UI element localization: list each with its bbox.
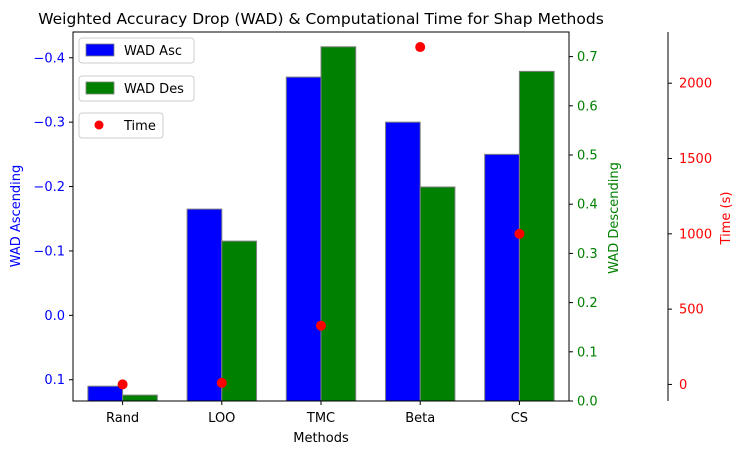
- left-tick-label: −0.1: [33, 244, 65, 259]
- right-tick-label: 0.3: [577, 247, 598, 262]
- legend: WAD Asc WAD Des Time: [78, 37, 195, 139]
- right-tick-label: 0.1: [577, 345, 598, 360]
- x-tick-label: TMC: [306, 411, 335, 426]
- bar-wad-des: [320, 46, 357, 402]
- time-point: [316, 320, 326, 331]
- x-axis: Rand LOO TMC Beta CS: [106, 401, 528, 426]
- chart-title: Weighted Accuracy Drop (WAD) & Computati…: [38, 10, 604, 28]
- time-axis: 0 500 1000 1500 2000: [668, 77, 712, 393]
- legend-marker-time: [94, 120, 104, 130]
- x-tick-label: Beta: [405, 411, 435, 426]
- legend-swatch-des: [85, 81, 115, 95]
- time-tick-label: 1000: [679, 227, 712, 242]
- x-tick-label: LOO: [208, 411, 235, 426]
- legend-swatch-asc: [85, 43, 115, 57]
- bar-wad-asc: [186, 208, 223, 402]
- bar-wad-des: [221, 240, 258, 402]
- bar-wad-asc: [484, 153, 520, 402]
- left-y-axis: 0.1 0.0 −0.1 −0.2 −0.3 −0.4: [33, 51, 73, 388]
- time-point: [216, 377, 227, 388]
- right-tick-label: 0.7: [577, 50, 598, 65]
- legend-box-time: [78, 112, 164, 139]
- time-points-layer: [117, 42, 525, 390]
- bar-wad-des: [518, 70, 555, 402]
- time-tick-label: 500: [679, 303, 704, 318]
- right-tick-label: 0.5: [577, 149, 598, 164]
- time-tick-label: 1500: [679, 152, 712, 167]
- time-point: [415, 42, 426, 53]
- time-tick-label: 0: [679, 378, 687, 393]
- legend-label-time: Time: [123, 119, 156, 134]
- right-tick-label: 0.0: [577, 395, 598, 410]
- x-tick-label: Rand: [106, 411, 139, 426]
- left-axis-label: WAD Ascending: [9, 165, 24, 268]
- x-tick-label: CS: [511, 411, 528, 426]
- time-point: [117, 379, 128, 390]
- x-axis-label: Methods: [293, 431, 349, 446]
- bar-wad-des: [122, 394, 158, 402]
- right-y-axis: 0.0 0.1 0.2 0.3 0.4 0.5 0.6 0.7: [569, 50, 598, 410]
- bar-wad-asc: [384, 121, 421, 402]
- bars-layer: [87, 46, 555, 402]
- legend-label-asc: WAD Asc: [124, 44, 182, 59]
- left-tick-label: 0.1: [44, 373, 65, 388]
- right-axis-label: WAD Descending: [607, 162, 622, 274]
- right-tick-label: 0.2: [577, 296, 598, 311]
- left-tick-label: −0.4: [33, 51, 65, 66]
- left-tick-label: −0.2: [33, 180, 65, 195]
- right-tick-label: 0.4: [577, 198, 598, 213]
- time-tick-label: 2000: [679, 77, 712, 92]
- time-point: [514, 228, 525, 239]
- left-tick-label: 0.0: [44, 309, 65, 324]
- bar-wad-des: [419, 186, 456, 402]
- legend-label-des: WAD Des: [124, 82, 184, 97]
- bar-wad-asc: [87, 385, 124, 402]
- bar-wad-asc: [285, 76, 322, 402]
- right-tick-label: 0.6: [577, 99, 598, 114]
- left-tick-label: −0.3: [33, 116, 65, 131]
- time-axis-label: Time (s): [719, 192, 734, 246]
